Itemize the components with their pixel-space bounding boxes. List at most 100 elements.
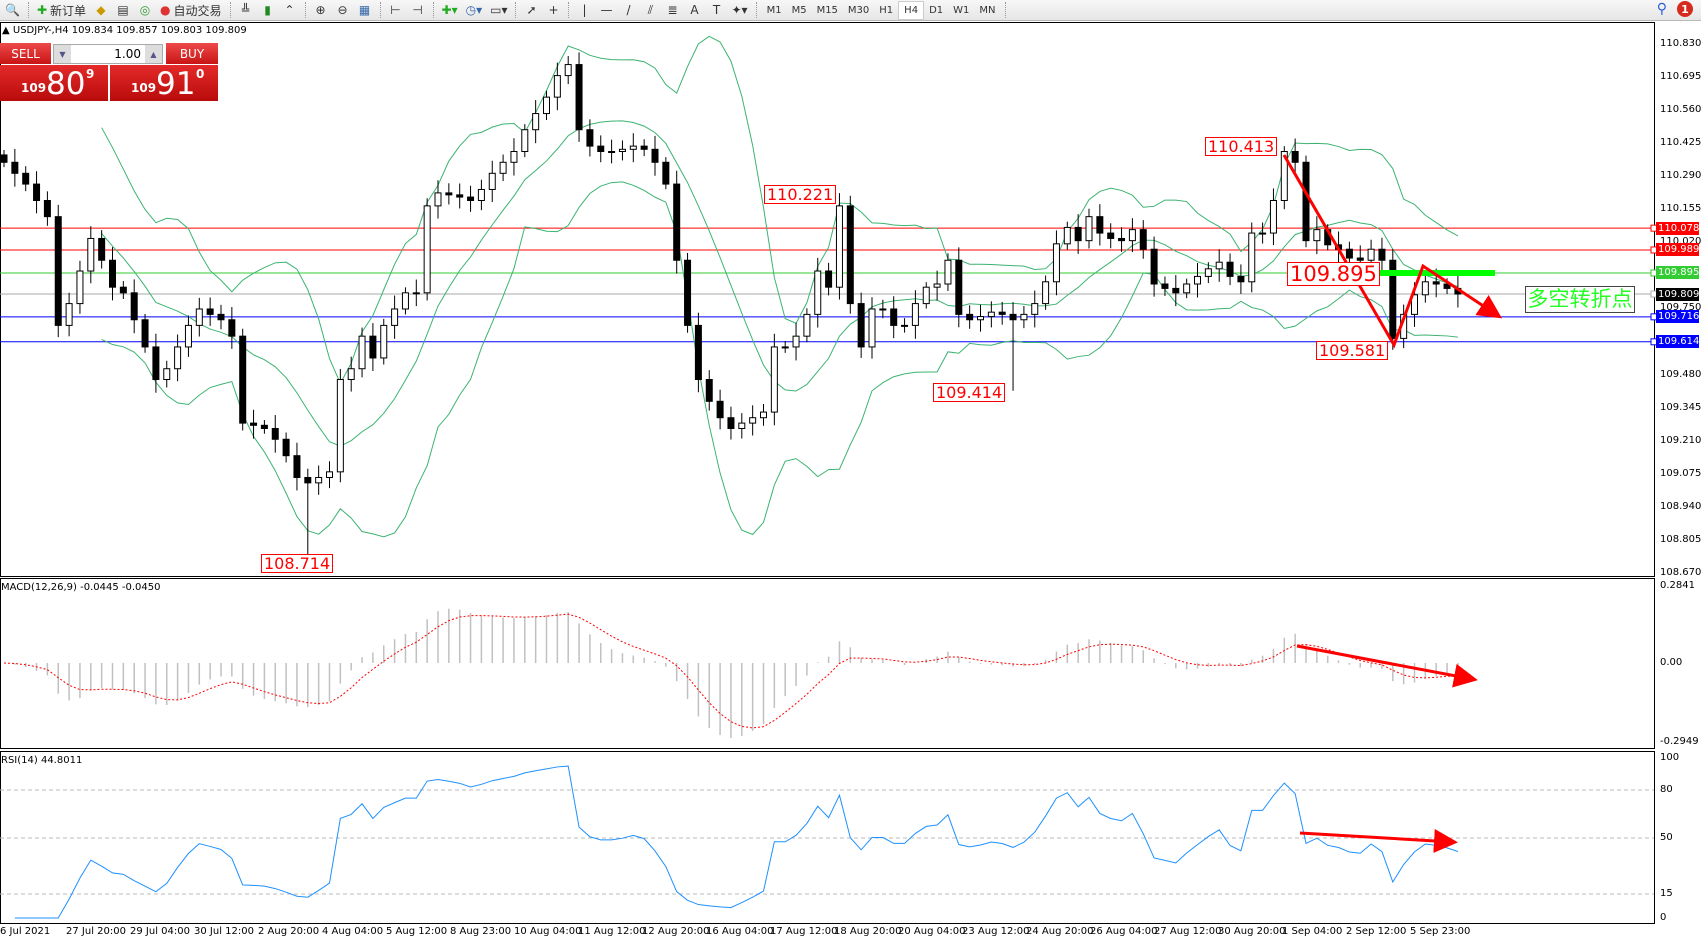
candle <box>662 161 670 185</box>
candle <box>412 292 420 295</box>
notifications-badge[interactable]: 1 <box>1677 1 1693 17</box>
buy-price[interactable]: 109 91 0 <box>110 65 218 101</box>
candle <box>651 148 659 163</box>
text-label-icon[interactable]: T <box>712 3 721 17</box>
market-watch-icon[interactable]: ▤ <box>117 3 129 17</box>
candle <box>1302 161 1310 242</box>
price-label-high[interactable]: 110.413 <box>1205 137 1278 156</box>
zoom-out-icon[interactable]: ⊖ <box>337 3 348 17</box>
sell-button[interactable]: SELL <box>0 43 51 64</box>
candle <box>1269 199 1277 234</box>
new-order-icon: ✚ <box>36 3 48 17</box>
price-axis-label: 110.020 <box>1660 236 1701 248</box>
timeframe-w1[interactable]: W1 <box>953 4 970 16</box>
candle <box>933 283 941 288</box>
candle <box>890 308 898 326</box>
chart-shift-icon[interactable]: ⊢ <box>390 3 401 17</box>
reversal-point-note[interactable]: 多空转折点 <box>1525 286 1635 313</box>
candle <box>1096 216 1104 234</box>
price-label-low[interactable]: 108.714 <box>261 554 334 573</box>
autoscroll-icon[interactable]: ⊣ <box>412 3 423 17</box>
lots-down-icon[interactable]: ▼ <box>54 45 71 63</box>
main-panel-frame <box>0 22 1655 577</box>
auto-trading-button[interactable]: ● 自动交易 <box>160 3 222 18</box>
price-label-low[interactable]: 109.581 <box>1316 341 1389 360</box>
timeframe-mn[interactable]: MN <box>979 4 996 16</box>
bar-chart-icon[interactable]: ╩ <box>241 3 250 17</box>
price-label[interactable]: 110.221 <box>764 185 837 204</box>
buy-button[interactable]: BUY <box>166 43 218 64</box>
search-icon[interactable]: 🔍 <box>5 3 20 17</box>
templates-icon[interactable]: ▭▾ <box>490 3 508 17</box>
candle <box>195 308 203 326</box>
candle <box>1432 281 1440 285</box>
horizontal-line-icon[interactable]: — <box>600 3 613 17</box>
price-label[interactable]: 109.414 <box>933 383 1006 402</box>
candle <box>922 286 930 305</box>
candle <box>1226 261 1234 277</box>
crosshair-icon[interactable]: + <box>548 3 559 17</box>
lots-up-icon[interactable]: ▲ <box>145 45 162 63</box>
candle <box>315 476 323 484</box>
price-line-tag: 109.716 <box>1656 310 1700 324</box>
indicators-icon[interactable]: ✚▾ <box>441 3 458 17</box>
text-icon[interactable]: A <box>690 3 699 17</box>
arrows-icon[interactable]: ✦▾ <box>731 3 748 17</box>
zoom-in-icon[interactable]: ⊕ <box>315 3 326 17</box>
time-axis-label: 8 Aug 23:00 <box>450 926 512 937</box>
time-axis-label: 12 Aug 20:00 <box>642 926 710 937</box>
price-label-pivot[interactable]: 109.895 <box>1287 262 1380 286</box>
periods-icon[interactable]: ◷▾ <box>465 3 483 17</box>
candle <box>119 286 127 294</box>
chart-canvas[interactable] <box>0 22 1701 939</box>
timeframe-m15[interactable]: M15 <box>816 4 838 16</box>
time-axis-label: 5 Aug 12:00 <box>386 926 448 937</box>
candle <box>608 151 616 154</box>
macd-label: MACD(12,26,9) -0.0445 -0.0450 <box>1 582 161 593</box>
sell-price[interactable]: 109 80 9 <box>0 65 108 101</box>
candle <box>347 368 355 381</box>
new-order-button[interactable]: ✚ 新订单 <box>36 3 87 18</box>
price-trend-arrow <box>1282 154 1503 349</box>
candle <box>738 422 746 429</box>
candle <box>510 151 518 163</box>
candle <box>803 313 811 337</box>
lots-field[interactable]: ▼ 1.00 ▲ <box>53 44 163 64</box>
candlestick-icon[interactable]: ▮ <box>264 3 271 17</box>
metaeditor-icon[interactable]: ◆ <box>96 3 106 17</box>
candle <box>1443 283 1451 289</box>
timeframe-h4[interactable]: H4 <box>898 0 925 20</box>
tile-windows-icon[interactable]: ▦ <box>358 3 371 17</box>
line-chart-icon[interactable]: ⌃ <box>284 3 295 17</box>
price-axis-label: 110.425 <box>1660 137 1701 149</box>
candle <box>1215 261 1223 270</box>
trendline-icon[interactable]: / <box>626 3 631 17</box>
candle <box>336 379 344 473</box>
candle <box>1042 281 1050 305</box>
price-axis-label: 110.560 <box>1660 104 1701 116</box>
search-icon[interactable]: ⚲ <box>1656 1 1667 17</box>
candle <box>206 308 214 315</box>
candle <box>184 324 192 348</box>
candle <box>434 192 442 207</box>
vertical-line-icon[interactable]: | <box>582 3 587 17</box>
price-line-tag: 109.895 <box>1656 266 1700 280</box>
timeframe-m1[interactable]: M1 <box>766 4 782 16</box>
candle <box>250 422 258 426</box>
channel-icon[interactable]: ⫽ <box>647 2 654 17</box>
candle <box>130 292 138 321</box>
timeframe-m30[interactable]: M30 <box>847 4 870 16</box>
price-line-tag: 109.809 <box>1656 287 1700 301</box>
rsi-axis-label: 15 <box>1660 888 1673 899</box>
timeframe-d1[interactable]: D1 <box>929 4 944 16</box>
price-axis-label: 108.805 <box>1660 533 1701 545</box>
price-axis-label: 110.695 <box>1660 71 1701 83</box>
candle <box>1204 268 1212 277</box>
lots-input[interactable]: 1.00 <box>114 47 141 61</box>
timeframe-h1[interactable]: H1 <box>879 4 894 16</box>
triangle-icon: ▲ <box>2 25 13 36</box>
signals-icon[interactable]: ◎ <box>139 3 151 17</box>
timeframe-m5[interactable]: M5 <box>791 4 807 16</box>
cursor-icon[interactable]: ➚ <box>526 3 537 17</box>
fibonacci-icon[interactable]: ≣ <box>667 3 678 17</box>
